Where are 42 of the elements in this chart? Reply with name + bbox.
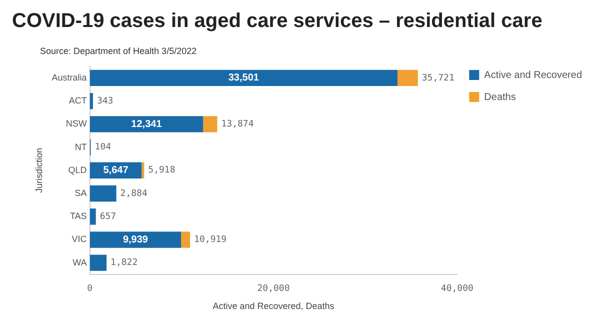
data-label: 33,501 <box>228 72 260 84</box>
total-label: 1,822 <box>110 258 138 268</box>
bar <box>142 162 144 178</box>
bar <box>203 116 218 132</box>
bar <box>90 70 398 86</box>
bar <box>90 232 182 248</box>
total-label: 35,721 <box>422 73 454 84</box>
y-tick-label: WA <box>72 257 87 268</box>
y-tick-label: TAS <box>70 211 87 222</box>
legend-label: Deaths <box>484 92 516 103</box>
bar <box>90 185 116 202</box>
y-tick-label: QLD <box>68 164 88 175</box>
total-label: 13,874 <box>221 120 254 130</box>
total-label: 104 <box>94 142 112 153</box>
bar <box>397 70 418 86</box>
bar <box>90 254 107 271</box>
y-tick-label: ACT <box>68 96 88 106</box>
chart-title: COVID-19 cases in aged care services – residential care <box>11 9 544 34</box>
total-label: 657 <box>100 212 116 222</box>
bar <box>90 116 204 132</box>
y-tick-label: NT <box>74 142 88 152</box>
bar <box>90 92 93 110</box>
y-tick-label: Australia <box>52 72 87 82</box>
x-tick-label: 0 <box>87 284 93 294</box>
total-label: 5,918 <box>148 166 176 176</box>
total-label: 343 <box>96 96 114 106</box>
x-tick-label: 40,000 <box>440 284 474 294</box>
bar <box>90 208 96 225</box>
bar <box>181 232 190 248</box>
x-axis-title: Active and Recovered, Deaths <box>212 301 335 312</box>
y-tick-label: SA <box>74 188 87 198</box>
legend-label: Active and Recovered <box>484 70 582 81</box>
y-axis-title: Jurisdiction <box>34 148 44 193</box>
data-label: 9,939 <box>122 234 148 246</box>
x-tick-label: 20,000 <box>257 284 290 294</box>
total-label: 2,884 <box>120 188 148 199</box>
y-tick-label: NSW <box>66 118 88 129</box>
total-label: 10,919 <box>194 235 227 246</box>
data-label: 5,647 <box>103 165 129 176</box>
y-tick-label: VIC <box>72 234 88 244</box>
source-note: Source: Department of Health 3/5/2022 <box>39 45 198 58</box>
data-label: 12,341 <box>131 118 162 130</box>
